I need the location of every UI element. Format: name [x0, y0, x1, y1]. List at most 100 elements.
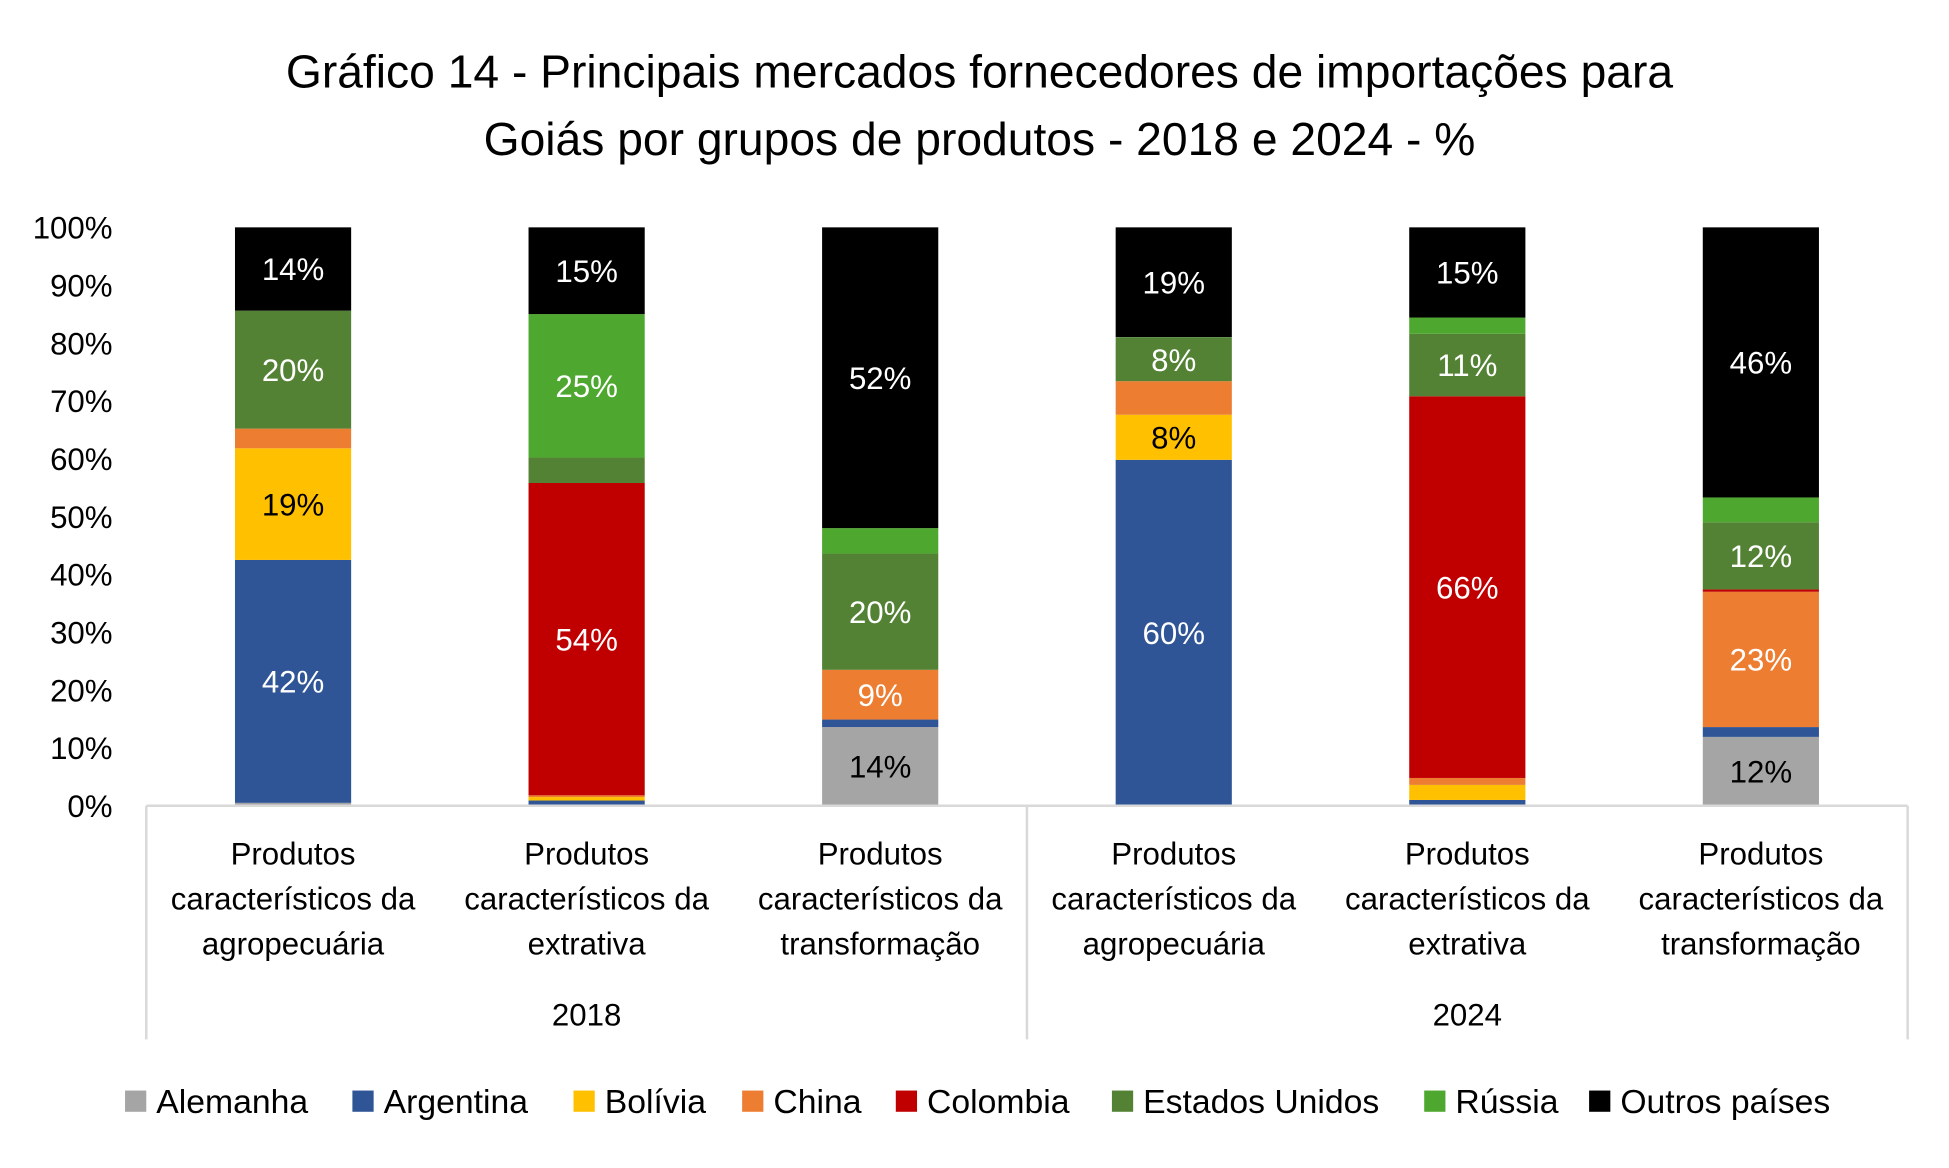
legend-swatch: [895, 1090, 918, 1112]
bar-segment-outros-países: [822, 227, 939, 529]
legend-label: Estados Unidos: [1143, 1083, 1379, 1121]
category-label: característicos da: [1051, 881, 1296, 916]
bar-segment-bolívia: [1409, 784, 1526, 800]
y-tick-label: 80%: [50, 326, 112, 361]
legend: Alemanha Argentina Bolívia China Colombia Est…: [125, 1083, 1830, 1121]
group-label: 2018: [552, 998, 621, 1033]
chart-title-line-2: Goiás por grupos de produtos - 2018 e 20…: [484, 113, 1476, 165]
category-label: extrativa: [528, 926, 647, 961]
x-axis: Produtos característicos da agropecuária Pr…: [145, 804, 1909, 1040]
data-label: 14%: [262, 252, 324, 287]
bar-segment-bolívia: [528, 797, 645, 801]
data-label: 54%: [555, 622, 617, 657]
legend-label: Bolívia: [605, 1083, 706, 1121]
bar-segment-outros-países: [1702, 227, 1819, 498]
bar-segment-rússia: [1115, 337, 1232, 338]
bar-segment-rússia: [1702, 497, 1819, 523]
data-label: 11%: [1437, 348, 1497, 383]
bar-segment-china: [1409, 777, 1526, 785]
data-label: 15%: [1436, 256, 1498, 291]
bar-segment-china: [1702, 591, 1819, 728]
legend-swatch: [125, 1090, 147, 1112]
bar-segment-rússia: [528, 314, 645, 458]
data-label: 19%: [262, 487, 324, 522]
category-label: característicos da: [1345, 881, 1590, 916]
data-label: 46%: [1730, 346, 1792, 381]
data-label: 66%: [1436, 570, 1498, 605]
data-label: 9%: [858, 678, 903, 713]
category-label: Produtos: [231, 836, 356, 871]
bar-segment-estados-unidos: [1702, 522, 1819, 590]
y-tick-label: 20%: [50, 673, 112, 708]
data-label: 12%: [1730, 539, 1792, 574]
bars: 42% 19% 20% 14% 54% 25% 15% 14% 9% 20% 52% 60% 8% 8% 1…: [234, 227, 1819, 806]
y-axis: 0% 10% 20% 30% 40% 50% 60% 70% 80% 90% 100%: [33, 211, 113, 824]
bar-segment-china: [822, 669, 939, 720]
category-label: transformação: [780, 926, 980, 961]
data-label: 12%: [1730, 755, 1792, 790]
category-label: Produtos: [524, 836, 649, 871]
data-label: 60%: [1143, 616, 1205, 651]
data-label: 52%: [849, 361, 911, 396]
bar-segment-colombia: [1702, 589, 1819, 592]
category-label: característicos da: [758, 881, 1003, 916]
bar-segment-rússia: [822, 528, 939, 554]
y-tick-label: 70%: [50, 384, 112, 419]
y-tick-label: 90%: [50, 268, 112, 303]
bar-segment-argentina: [1115, 459, 1232, 806]
bar-segment-colombia: [1409, 396, 1526, 778]
bar-segment-outros-países: [1115, 227, 1232, 338]
bar-segment-argentina: [528, 800, 645, 806]
category-label: Produtos: [1405, 836, 1530, 871]
bar-segment-alemanha: [822, 727, 939, 806]
category-label: transformação: [1661, 926, 1861, 961]
y-tick-label: 10%: [50, 731, 112, 766]
legend-label: Rússia: [1455, 1083, 1558, 1121]
bar-segment-argentina: [1702, 727, 1819, 737]
y-tick-label: 60%: [50, 442, 112, 477]
bar-segment-outros-países: [234, 227, 352, 311]
y-tick-label: 50%: [50, 500, 112, 535]
bar-segment-outros-países: [1409, 227, 1526, 318]
group-label: 2024: [1433, 998, 1502, 1033]
category-label: agropecuária: [202, 926, 385, 961]
category-label: Produtos: [1698, 836, 1823, 871]
legend-swatch: [1589, 1090, 1611, 1112]
legend-swatch: [352, 1090, 374, 1112]
y-tick-label: 30%: [50, 615, 112, 650]
data-label: 8%: [1151, 421, 1196, 456]
y-tick-label: 40%: [50, 558, 112, 593]
bar-segment-china: [528, 795, 645, 798]
bar-segment-argentina: [822, 719, 939, 728]
category-label: característicos da: [464, 881, 709, 916]
bar-segment-alemanha: [234, 802, 352, 806]
legend-swatch: [1424, 1090, 1446, 1112]
bar-segment-argentina: [234, 559, 352, 803]
legend-label: China: [773, 1083, 861, 1121]
y-tick-label: 0%: [67, 789, 112, 824]
data-label: 42%: [262, 665, 324, 700]
data-label: 19%: [1143, 266, 1205, 301]
category-label: Produtos: [1111, 836, 1236, 871]
legend-label: Argentina: [384, 1083, 529, 1121]
data-label: 15%: [555, 254, 617, 289]
data-label: 20%: [262, 353, 324, 388]
legend-label: Colombia: [927, 1083, 1070, 1121]
legend-swatch: [573, 1090, 595, 1112]
legend-label: Outros países: [1620, 1083, 1830, 1121]
bar-segment-alemanha: [1702, 736, 1819, 806]
data-label: 25%: [555, 369, 617, 404]
bar-segment-colombia: [528, 482, 645, 796]
category-label: extrativa: [1408, 926, 1527, 961]
data-label: 14%: [849, 750, 911, 785]
legend-swatch: [742, 1090, 764, 1112]
bar-segment-estados-unidos: [528, 457, 645, 483]
bar-segment-outros-países: [528, 227, 645, 315]
data-label: 20%: [849, 595, 911, 630]
data-label: 8%: [1151, 343, 1196, 378]
category-label: Produtos: [818, 836, 943, 871]
category-label: característicos da: [171, 881, 416, 916]
bar-segment-argentina: [1409, 799, 1526, 806]
bar-segment-bolívia: [234, 448, 352, 560]
